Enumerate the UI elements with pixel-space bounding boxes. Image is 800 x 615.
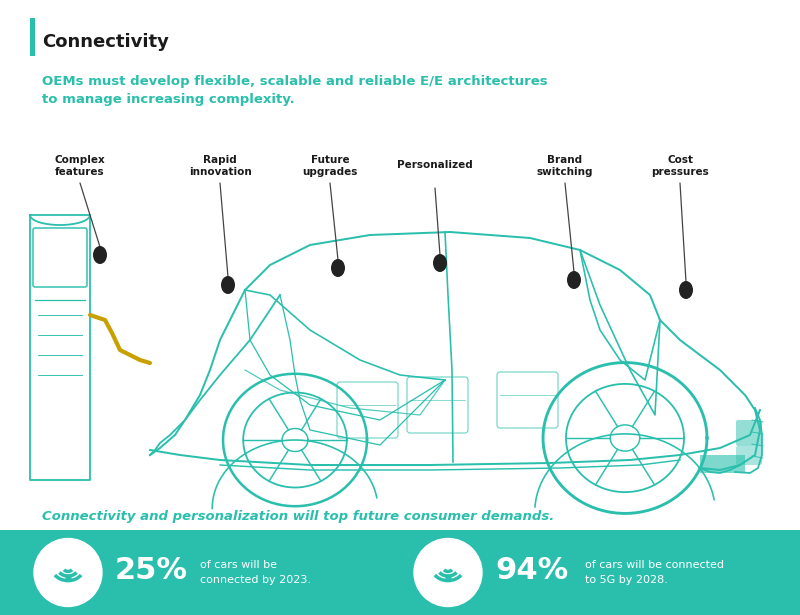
- Text: Brand
switching: Brand switching: [537, 155, 594, 177]
- Ellipse shape: [433, 254, 447, 272]
- Text: Cost
pressures: Cost pressures: [651, 155, 709, 177]
- Text: Personalized: Personalized: [397, 160, 473, 170]
- Text: Future
upgrades: Future upgrades: [302, 155, 358, 177]
- Ellipse shape: [93, 246, 107, 264]
- Text: of cars will be connected
to 5G by 2028.: of cars will be connected to 5G by 2028.: [585, 560, 724, 585]
- Circle shape: [34, 539, 102, 606]
- Text: Complex
features: Complex features: [54, 155, 106, 177]
- Ellipse shape: [331, 259, 345, 277]
- Bar: [30, 18, 35, 56]
- Text: 25%: 25%: [115, 556, 188, 585]
- Text: to manage increasing complexity.: to manage increasing complexity.: [42, 93, 294, 106]
- FancyBboxPatch shape: [736, 420, 762, 446]
- Ellipse shape: [221, 276, 235, 294]
- Text: Rapid
innovation: Rapid innovation: [189, 155, 251, 177]
- Bar: [0, 530, 800, 615]
- Text: Connectivity and personalization will top future consumer demands.: Connectivity and personalization will to…: [42, 510, 554, 523]
- Text: 94%: 94%: [495, 556, 568, 585]
- FancyBboxPatch shape: [700, 455, 745, 473]
- FancyBboxPatch shape: [736, 446, 762, 465]
- Text: of cars will be
connected by 2023.: of cars will be connected by 2023.: [200, 560, 311, 585]
- Ellipse shape: [567, 271, 581, 289]
- Circle shape: [414, 539, 482, 606]
- Text: OEMs must develop flexible, scalable and reliable E/E architectures: OEMs must develop flexible, scalable and…: [42, 75, 548, 88]
- Text: Connectivity: Connectivity: [42, 33, 169, 51]
- Ellipse shape: [679, 281, 693, 299]
